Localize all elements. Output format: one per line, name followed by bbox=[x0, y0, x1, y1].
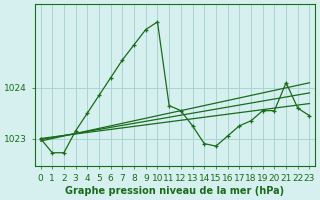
X-axis label: Graphe pression niveau de la mer (hPa): Graphe pression niveau de la mer (hPa) bbox=[65, 186, 284, 196]
